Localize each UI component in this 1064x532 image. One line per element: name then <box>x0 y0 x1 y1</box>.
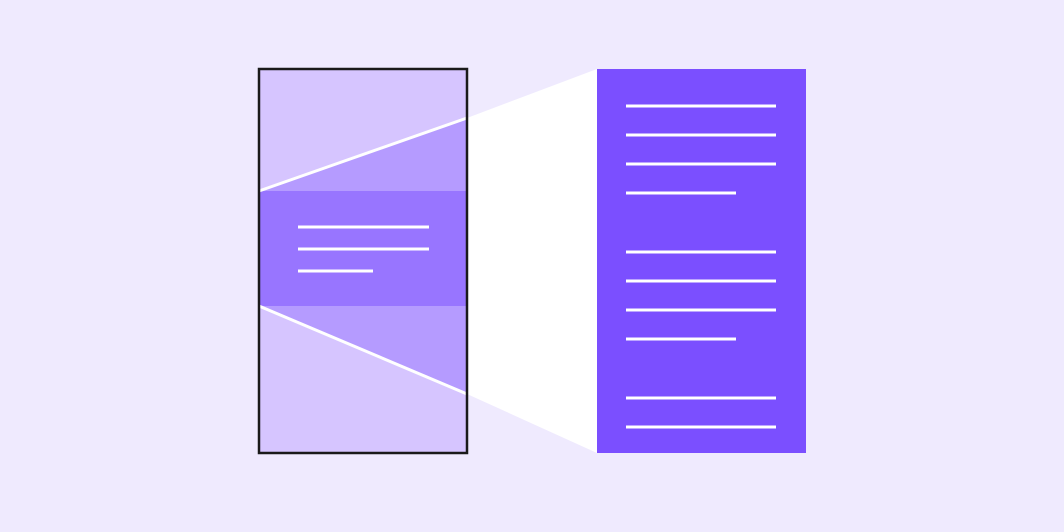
source-document-border <box>257 67 469 455</box>
wedge-edge-bottom <box>258 304 468 396</box>
magnified-panel <box>597 69 806 453</box>
magnified-text-lines <box>626 104 776 429</box>
focus-text-lines <box>298 225 429 273</box>
wedge-edge-top <box>258 116 468 193</box>
projection-beam <box>467 69 597 453</box>
